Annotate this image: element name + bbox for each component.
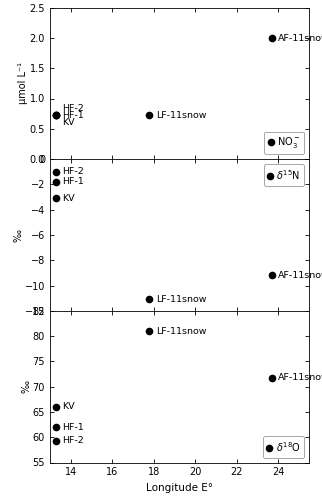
Legend: NO$_3^-$: NO$_3^-$	[264, 132, 304, 154]
Text: LF-11snow: LF-11snow	[156, 295, 206, 304]
Text: HF-2: HF-2	[62, 168, 84, 176]
Text: LF-11snow: LF-11snow	[156, 111, 206, 120]
Text: AF-11snow: AF-11snow	[278, 34, 322, 43]
Text: HF-2: HF-2	[62, 104, 84, 112]
Text: LF-11snow: LF-11snow	[156, 326, 206, 336]
Legend: $\delta^{15}$N: $\delta^{15}$N	[264, 164, 304, 186]
Y-axis label: ‰: ‰	[21, 380, 31, 393]
Y-axis label: μmol L⁻¹: μmol L⁻¹	[18, 62, 28, 104]
X-axis label: Longitude E°: Longitude E°	[146, 483, 213, 493]
Y-axis label: ‰: ‰	[13, 228, 23, 241]
Text: KV: KV	[62, 402, 75, 411]
Text: KV: KV	[62, 194, 75, 203]
Text: KV: KV	[62, 118, 75, 128]
Text: HF-2: HF-2	[62, 436, 84, 446]
Legend: $\delta^{18}$O: $\delta^{18}$O	[263, 436, 304, 458]
Text: AF-11snow: AF-11snow	[278, 271, 322, 280]
Text: HF-1: HF-1	[62, 111, 84, 120]
Text: AF-11snow: AF-11snow	[278, 373, 322, 382]
Text: HF-1: HF-1	[62, 178, 84, 186]
Text: HF-1: HF-1	[62, 422, 84, 432]
